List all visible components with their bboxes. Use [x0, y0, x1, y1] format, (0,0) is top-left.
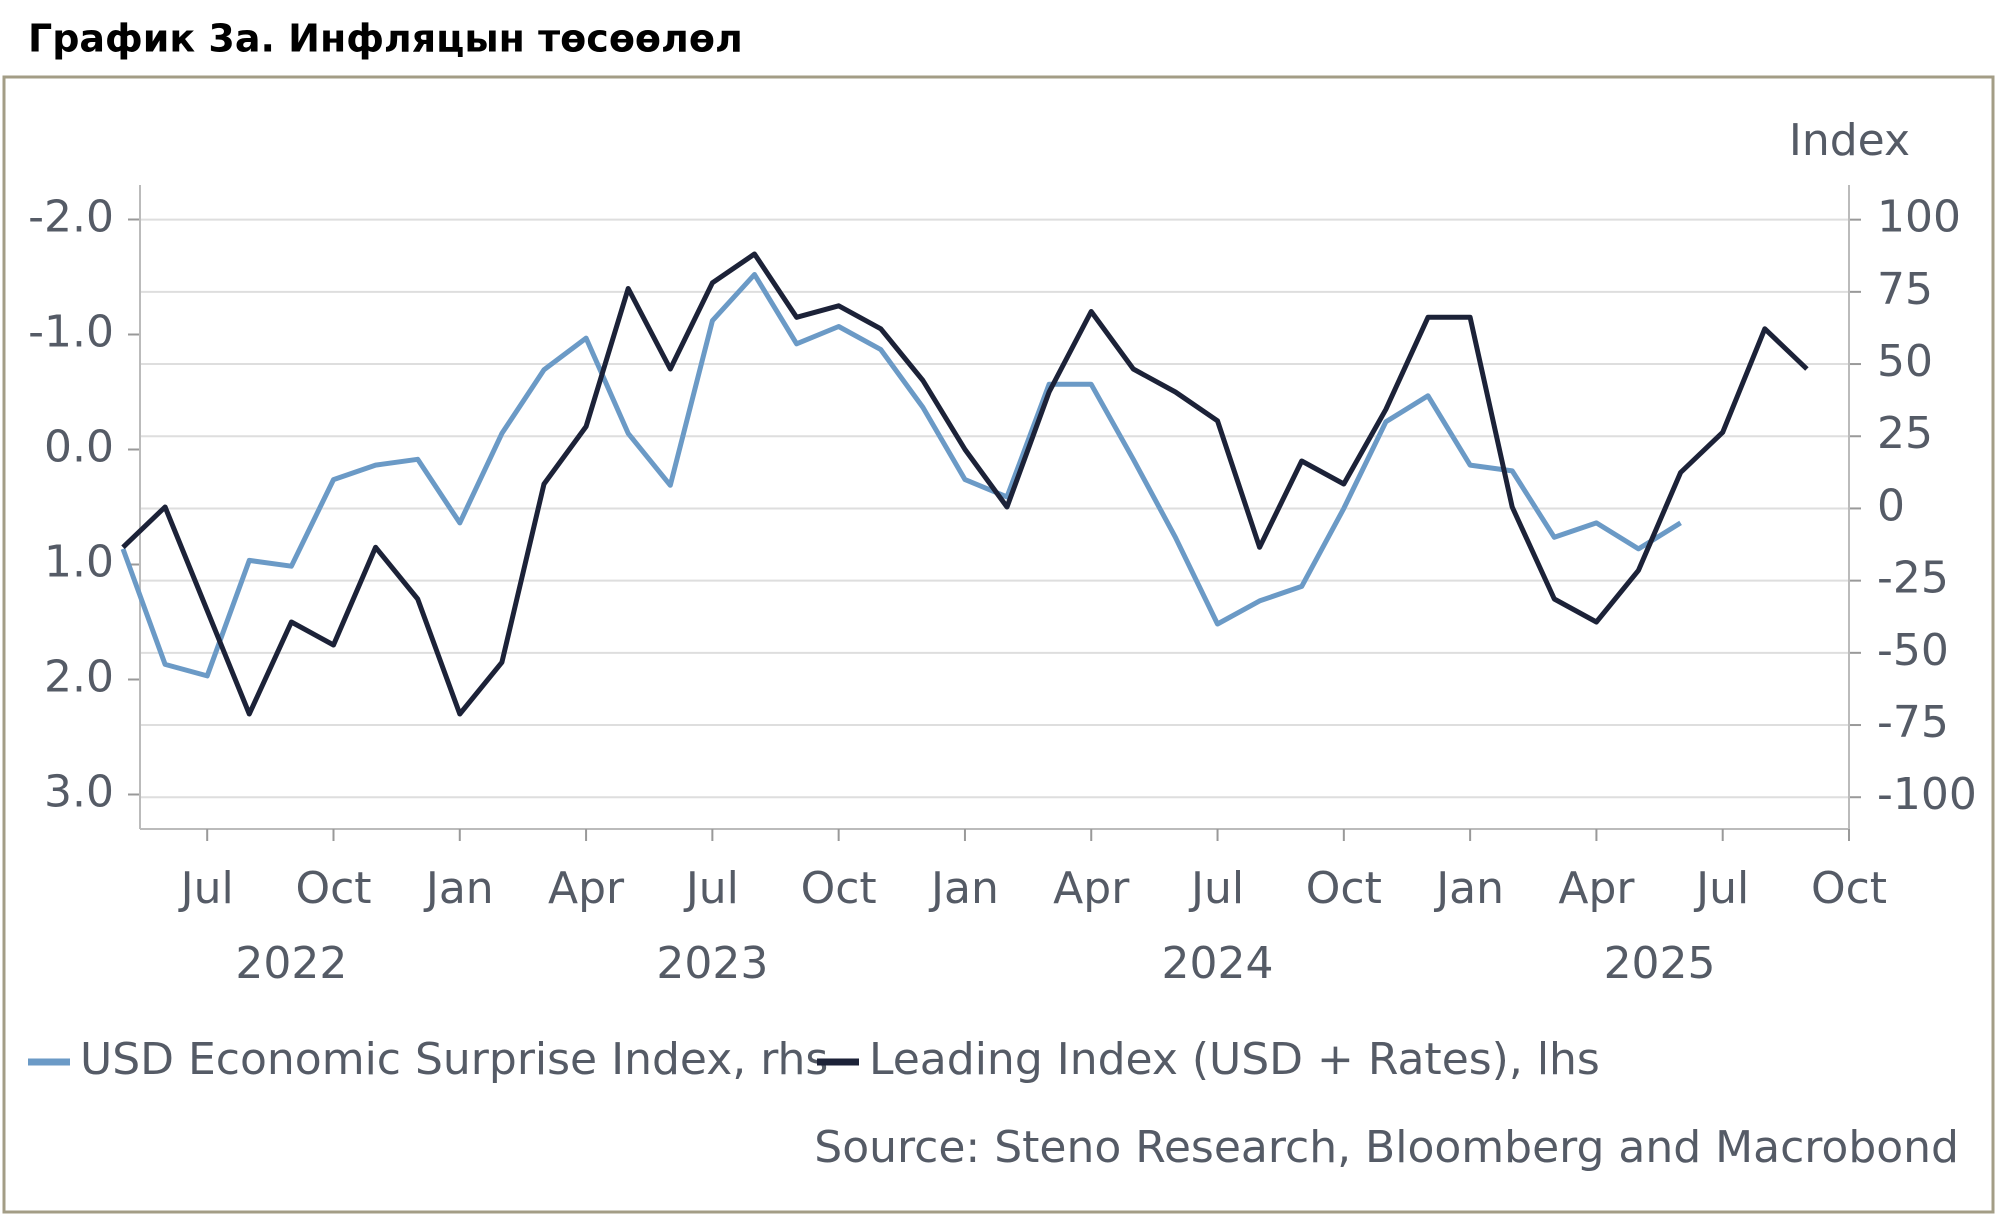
- x-tick-label: Apr: [1558, 863, 1635, 914]
- x-year-label: 2022: [235, 938, 347, 989]
- x-tick-label: Jan: [928, 863, 999, 914]
- series-line: [120, 272, 1682, 679]
- y2-tick-label: -50: [1877, 625, 1949, 676]
- y-tick-label: 2.0: [44, 652, 114, 703]
- chart-title: График 3а. Инфляцын төсөөлөл: [28, 17, 743, 61]
- x-tick-label: Jul: [1188, 863, 1244, 914]
- legend-label: Leading Index (USD + Rates), lhs: [869, 1034, 1600, 1085]
- y-tick-label: -1.0: [28, 307, 114, 358]
- x-year-label: 2025: [1604, 938, 1716, 989]
- y2-tick-label: -75: [1877, 697, 1949, 748]
- legend-label: USD Economic Surprise Index, rhs: [80, 1034, 828, 1085]
- y-tick-label: 0.0: [44, 422, 114, 473]
- y-tick-label: 1.0: [44, 537, 114, 588]
- x-tick-label: Oct: [801, 863, 877, 914]
- series-line: [121, 251, 1809, 717]
- source-note: Source: Steno Research, Bloomberg and Ma…: [814, 1122, 1959, 1173]
- x-tick-label: Jul: [683, 863, 739, 914]
- chart-frame: [2, 75, 1995, 1214]
- x-year-label: 2024: [1162, 938, 1274, 989]
- y2-axis-label: Index: [1789, 115, 1910, 166]
- x-tick-label: Jul: [1693, 863, 1749, 914]
- x-tick-label: Apr: [548, 863, 625, 914]
- y2-tick-label: 25: [1877, 408, 1933, 459]
- x-tick-label: Jan: [423, 863, 494, 914]
- y-tick-label: 3.0: [44, 767, 114, 818]
- x-tick-label: Oct: [295, 863, 371, 914]
- y2-tick-label: 100: [1877, 192, 1961, 243]
- x-tick-label: Oct: [1306, 863, 1382, 914]
- x-year-label: 2023: [656, 938, 768, 989]
- y2-tick-label: 0: [1877, 480, 1905, 531]
- y2-tick-label: -25: [1877, 553, 1949, 604]
- y2-tick-label: 50: [1877, 336, 1933, 387]
- x-tick-label: Oct: [1811, 863, 1887, 914]
- y2-tick-label: 75: [1877, 264, 1933, 315]
- x-tick-label: Jan: [1433, 863, 1504, 914]
- y-tick-label: -2.0: [28, 192, 114, 243]
- x-tick-label: Jul: [178, 863, 234, 914]
- x-tick-label: Apr: [1053, 863, 1130, 914]
- y2-tick-label: -100: [1877, 769, 1977, 820]
